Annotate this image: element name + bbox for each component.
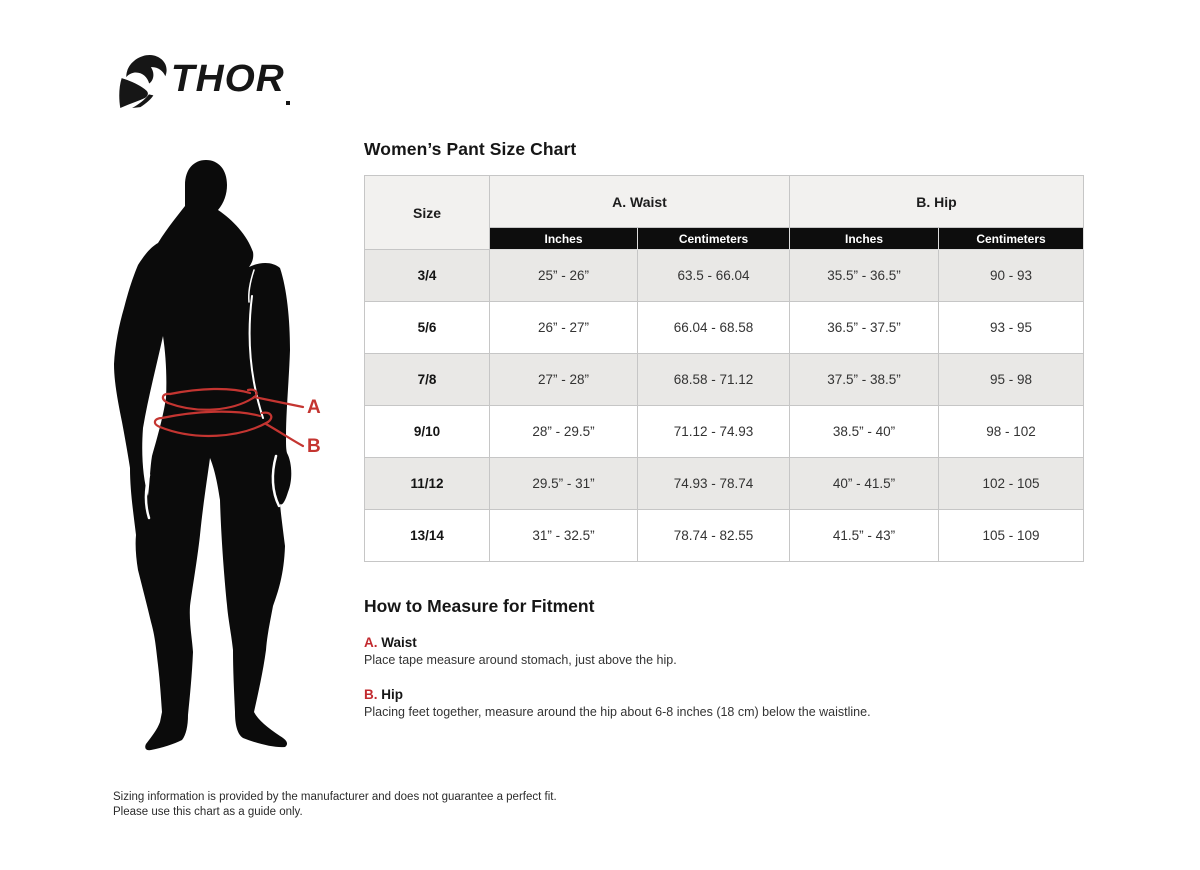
cell-waist-centimeters: 68.58 - 71.12 xyxy=(637,353,790,406)
waist-label-a: A xyxy=(307,397,321,418)
table-group-header-row: Size A. Waist B. Hip xyxy=(364,175,1085,250)
cell-waist-centimeters: 63.5 - 66.04 xyxy=(637,249,790,302)
cell-hip-centimeters: 90 - 93 xyxy=(937,249,1085,302)
table-row: 13/14 31” - 32.5” 78.74 - 82.55 41.5” - … xyxy=(364,509,1085,562)
how-to-measure-title: How to Measure for Fitment xyxy=(364,596,595,616)
cell-size: 11/12 xyxy=(364,457,490,510)
col-header-hip-centimeters: Centimeters xyxy=(937,227,1085,250)
silhouette-path xyxy=(114,160,292,751)
disclaimer-line-1: Sizing information is provided by the ma… xyxy=(113,791,557,803)
cell-waist-inches: 26” - 27” xyxy=(489,301,638,354)
col-header-size: Size xyxy=(364,175,490,250)
cell-hip-centimeters: 98 - 102 xyxy=(937,405,1085,458)
measure-item-waist-title: A. Waist xyxy=(364,635,1083,650)
cell-hip-inches: 37.5” - 38.5” xyxy=(789,353,939,406)
cell-size: 5/6 xyxy=(364,301,490,354)
cell-waist-centimeters: 74.93 - 78.74 xyxy=(637,457,790,510)
col-header-hip: B. Hip xyxy=(788,175,1085,228)
measure-item-waist: A. Waist Place tape measure around stoma… xyxy=(364,635,1083,669)
waist-measure-line xyxy=(161,387,305,411)
cell-waist-centimeters: 71.12 - 74.93 xyxy=(637,405,790,458)
cell-hip-inches: 35.5” - 36.5” xyxy=(789,249,939,302)
table-row: 7/8 27” - 28” 68.58 - 71.12 37.5” - 38.5… xyxy=(364,353,1085,406)
hip-label-b: B xyxy=(307,436,321,457)
cell-waist-inches: 28” - 29.5” xyxy=(489,405,638,458)
size-chart-table: Size A. Waist B. Hip Inches Centimeters … xyxy=(364,175,1085,562)
cell-hip-inches: 36.5” - 37.5” xyxy=(789,301,939,354)
col-header-waist: A. Waist xyxy=(489,175,790,228)
silhouette-seam-lines xyxy=(144,269,281,520)
size-chart-title: Women’s Pant Size Chart xyxy=(364,139,577,159)
measure-item-hip-title: B. Hip xyxy=(364,687,1083,702)
silhouette-separations xyxy=(142,336,167,496)
brand-wordmark: THOR xyxy=(170,58,285,100)
woman-silhouette-diagram: A B xyxy=(114,160,321,751)
col-header-waist-inches: Inches xyxy=(489,227,638,250)
measure-desc-waist: Place tape measure around stomach, just … xyxy=(364,653,677,667)
cell-size: 7/8 xyxy=(364,353,490,406)
cell-hip-inches: 38.5” - 40” xyxy=(789,405,939,458)
cell-waist-inches: 27” - 28” xyxy=(489,353,638,406)
cell-waist-inches: 25” - 26” xyxy=(489,249,638,302)
main-content: Women’s Pant Size Chart Size A. Waist B.… xyxy=(364,139,1085,720)
col-header-hip-inches: Inches xyxy=(789,227,939,250)
hip-measure-line xyxy=(153,410,305,448)
cell-hip-centimeters: 95 - 98 xyxy=(937,353,1085,406)
cell-waist-inches: 29.5” - 31” xyxy=(489,457,638,510)
thor-logo: THOR xyxy=(112,50,290,108)
col-header-waist-centimeters: Centimeters xyxy=(637,227,790,250)
cell-hip-centimeters: 102 - 105 xyxy=(937,457,1085,510)
measure-desc-hip: Placing feet together, measure around th… xyxy=(364,704,871,719)
cell-size: 13/14 xyxy=(364,509,490,562)
table-row: 3/4 25” - 26” 63.5 - 66.04 35.5” - 36.5”… xyxy=(364,249,1085,302)
measure-name-waist: Waist xyxy=(381,635,417,650)
measure-item-hip: B. Hip Placing feet together, measure ar… xyxy=(364,687,1083,721)
measure-name-hip: Hip xyxy=(381,686,404,702)
cell-size: 9/10 xyxy=(364,405,490,458)
table-row: 11/12 29.5” - 31” 74.93 - 78.74 40” - 41… xyxy=(364,457,1085,510)
cell-hip-centimeters: 105 - 109 xyxy=(937,509,1085,562)
how-to-measure-section: How to Measure for Fitment A. Waist Plac… xyxy=(364,596,1083,720)
thor-goat-icon xyxy=(119,54,167,108)
cell-hip-centimeters: 93 - 95 xyxy=(937,301,1085,354)
registered-mark-dot xyxy=(285,101,290,105)
disclaimer-line-2: Please use this chart as a guide only. xyxy=(113,806,303,818)
cell-hip-inches: 40” - 41.5” xyxy=(789,457,939,510)
table-row: 9/10 28” - 29.5” 71.12 - 74.93 38.5” - 4… xyxy=(364,405,1085,458)
measure-key-a: A. xyxy=(364,635,378,650)
sizing-disclaimer: Sizing information is provided by the ma… xyxy=(113,790,557,820)
cell-size: 3/4 xyxy=(364,249,490,302)
cell-waist-centimeters: 78.74 - 82.55 xyxy=(637,509,790,562)
table-row: 5/6 26” - 27” 66.04 - 68.58 36.5” - 37.5… xyxy=(364,301,1085,354)
cell-waist-centimeters: 66.04 - 68.58 xyxy=(637,301,790,354)
cell-waist-inches: 31” - 32.5” xyxy=(489,509,638,562)
cell-hip-inches: 41.5” - 43” xyxy=(789,509,939,562)
measure-key-b: B. xyxy=(364,686,378,702)
